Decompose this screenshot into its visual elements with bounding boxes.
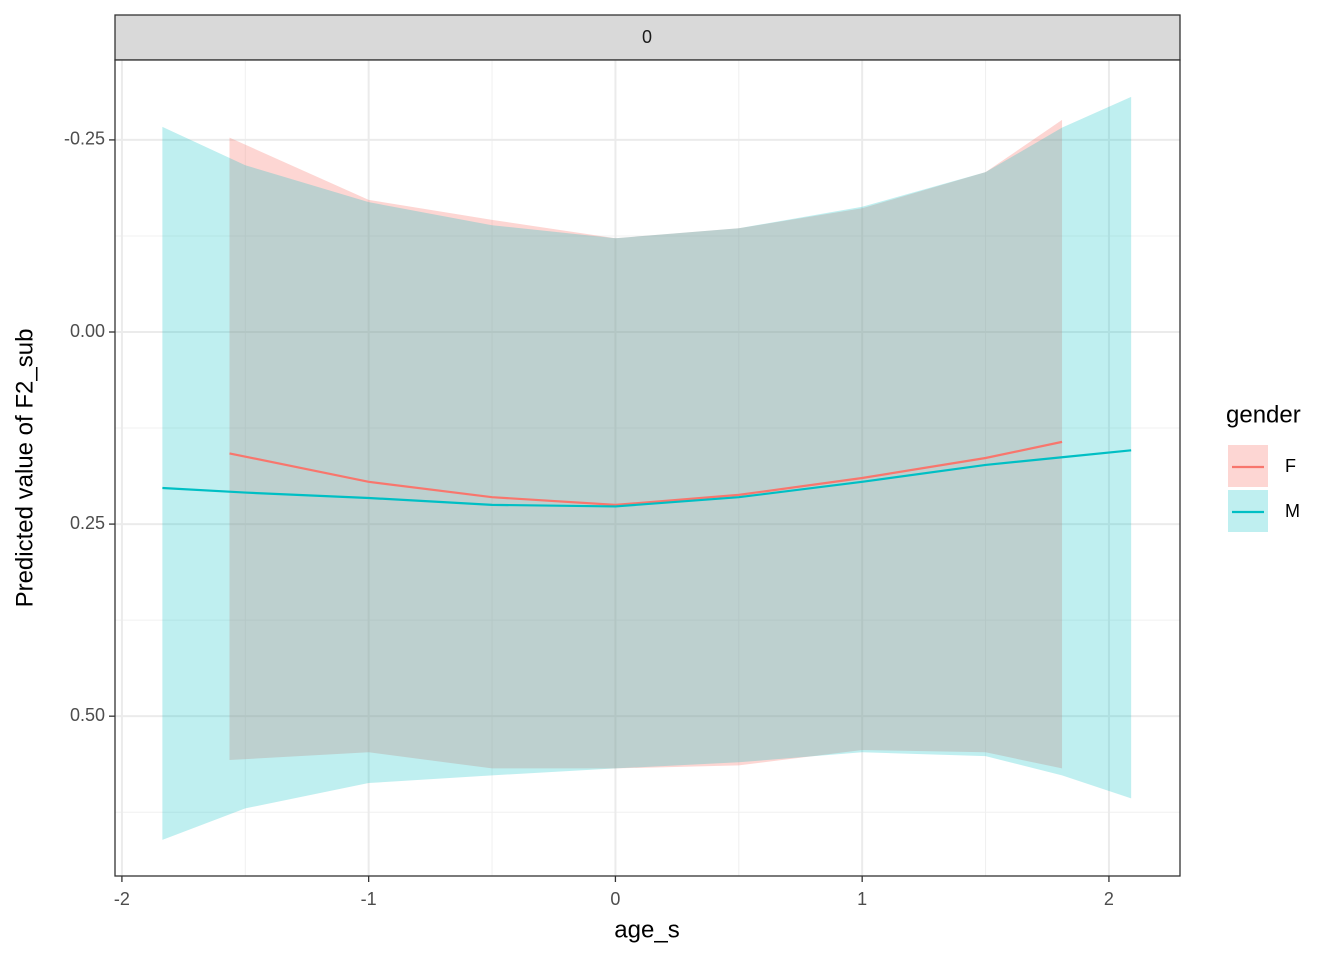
x-axis-label: age_s [614,916,679,943]
x-tick-label: -1 [361,889,377,909]
ribbon [229,119,1063,769]
y-tick-label: 0.00 [70,321,105,341]
legend-label: M [1285,501,1300,521]
legend-label: F [1285,456,1296,476]
x-tick-label: 2 [1104,889,1114,909]
panel-background [115,60,1180,876]
line [229,440,1063,506]
y-tick-label: -0.25 [64,129,105,149]
legend-title: gender [1226,401,1301,428]
x-tick-label: 0 [610,889,620,909]
y-axis-label: Predicted value of F2_sub [11,329,38,608]
y-tick-label: 0.25 [70,513,105,533]
panel-border [114,59,1181,877]
panel-title: 0 [642,27,652,47]
ribbon [162,96,1132,840]
x-tick-label: 1 [857,889,867,909]
y-tick-label: 0.50 [70,705,105,725]
x-tick-label: -2 [114,889,130,909]
strip [114,14,1181,61]
line [162,449,1132,508]
